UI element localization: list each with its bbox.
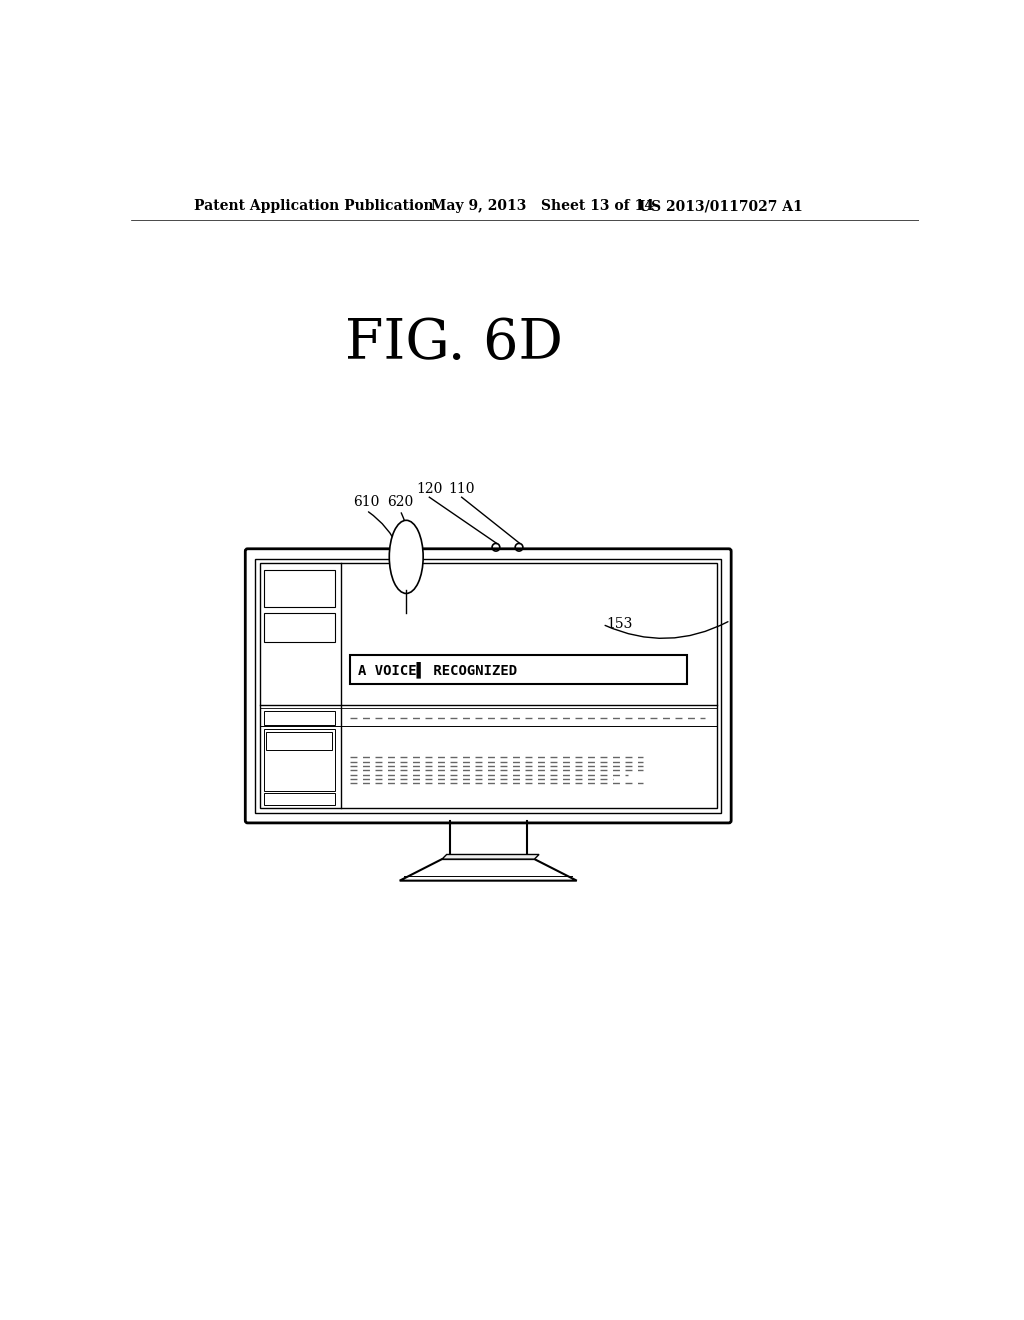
Bar bbox=[255, 558, 721, 813]
Text: 153: 153 bbox=[606, 618, 633, 631]
Text: A VOICE▌ RECOGNIZED: A VOICE▌ RECOGNIZED bbox=[357, 661, 517, 677]
Bar bbox=[264, 570, 336, 607]
Text: 620: 620 bbox=[387, 495, 414, 508]
Bar bbox=[264, 612, 336, 642]
Text: 110: 110 bbox=[449, 482, 475, 496]
Polygon shape bbox=[442, 854, 539, 859]
Bar bbox=[350, 655, 687, 684]
Bar bbox=[266, 731, 332, 750]
Text: 120: 120 bbox=[416, 482, 442, 496]
Text: May 9, 2013   Sheet 13 of 14: May 9, 2013 Sheet 13 of 14 bbox=[431, 199, 654, 213]
Text: FIG. 6D: FIG. 6D bbox=[345, 315, 563, 371]
Text: US 2013/0117027 A1: US 2013/0117027 A1 bbox=[639, 199, 803, 213]
Text: 610: 610 bbox=[353, 495, 379, 508]
Text: Patent Application Publication: Patent Application Publication bbox=[194, 199, 433, 213]
Polygon shape bbox=[399, 859, 577, 880]
Ellipse shape bbox=[389, 520, 423, 594]
Bar bbox=[264, 793, 336, 805]
FancyBboxPatch shape bbox=[246, 549, 731, 822]
Bar bbox=[264, 711, 336, 725]
Bar bbox=[260, 564, 717, 808]
Bar bbox=[264, 729, 336, 792]
